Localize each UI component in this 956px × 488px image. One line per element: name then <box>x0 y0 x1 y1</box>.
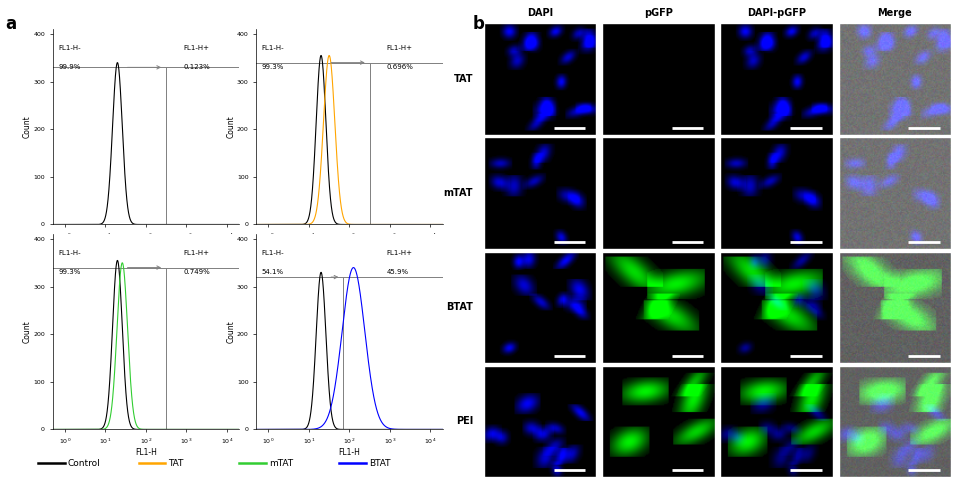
Text: FL1-H+: FL1-H+ <box>184 45 209 51</box>
Y-axis label: Count: Count <box>23 321 32 343</box>
Text: PEI: PEI <box>456 416 473 426</box>
Text: FL1-H-: FL1-H- <box>58 45 81 51</box>
Text: DAPI: DAPI <box>527 8 554 18</box>
Text: FL1-H-: FL1-H- <box>262 45 285 51</box>
Text: pGFP: pGFP <box>644 8 673 18</box>
Text: FL1-H-: FL1-H- <box>58 250 81 256</box>
Text: Merge: Merge <box>878 8 912 18</box>
Text: mTAT: mTAT <box>444 188 473 198</box>
Text: mTAT: mTAT <box>269 459 293 468</box>
Text: 0.123%: 0.123% <box>184 64 209 70</box>
Text: TAT: TAT <box>168 459 184 468</box>
Text: b: b <box>472 15 484 33</box>
Y-axis label: Count: Count <box>227 321 235 343</box>
Text: 99.9%: 99.9% <box>58 64 80 70</box>
X-axis label: FL1-H: FL1-H <box>135 448 157 457</box>
X-axis label: FL1-H: FL1-H <box>135 243 157 252</box>
Text: a: a <box>5 15 16 33</box>
Text: 99.3%: 99.3% <box>58 269 80 275</box>
Text: 45.9%: 45.9% <box>386 269 409 275</box>
Text: FL1-H+: FL1-H+ <box>386 250 413 256</box>
Text: DAPI-pGFP: DAPI-pGFP <box>748 8 806 18</box>
Text: 0.749%: 0.749% <box>184 269 209 275</box>
Text: 0.696%: 0.696% <box>386 64 414 70</box>
Text: BTAT: BTAT <box>446 302 473 312</box>
Text: Control: Control <box>68 459 100 468</box>
Text: FL1-H+: FL1-H+ <box>386 45 413 51</box>
Text: FL1-H+: FL1-H+ <box>184 250 209 256</box>
Text: BTAT: BTAT <box>369 459 390 468</box>
X-axis label: FL1-H: FL1-H <box>338 448 360 457</box>
Y-axis label: Count: Count <box>23 116 32 138</box>
X-axis label: FL1-H: FL1-H <box>338 243 360 252</box>
Text: FL1-H-: FL1-H- <box>262 250 285 256</box>
Text: TAT: TAT <box>454 74 473 84</box>
Text: 54.1%: 54.1% <box>262 269 284 275</box>
Text: 99.3%: 99.3% <box>262 64 284 70</box>
Y-axis label: Count: Count <box>227 116 235 138</box>
